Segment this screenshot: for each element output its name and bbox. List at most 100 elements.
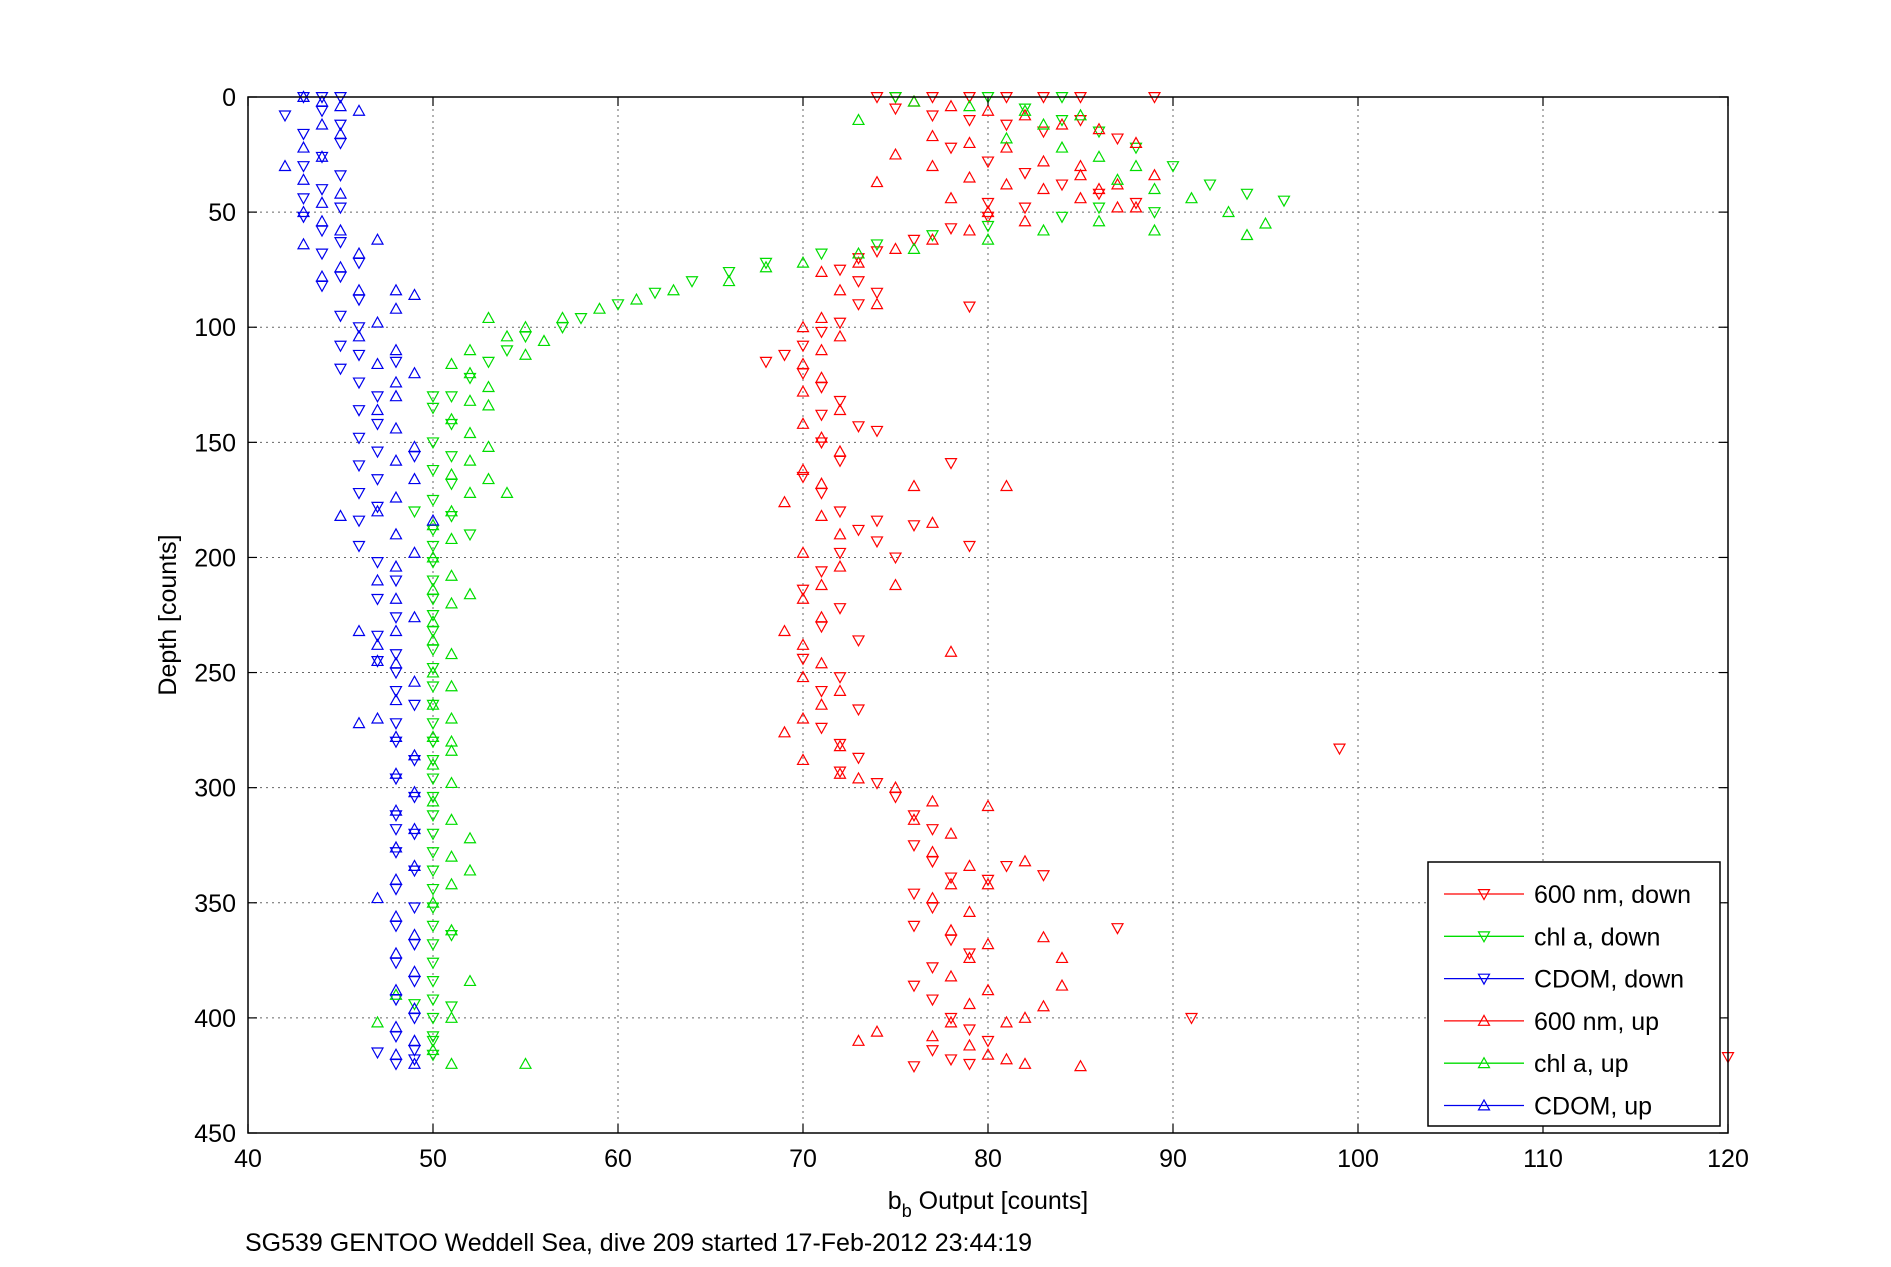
data-point (444, 1057, 459, 1069)
data-point (833, 547, 847, 560)
data-point (352, 104, 366, 116)
data-point (814, 343, 829, 356)
data-point (407, 366, 422, 379)
data-point (981, 799, 995, 812)
data-point (463, 529, 477, 542)
data-point (796, 753, 810, 766)
data-point (370, 391, 385, 404)
data-point (463, 454, 477, 466)
data-point (315, 214, 329, 227)
data-point (722, 274, 736, 287)
data-point (944, 1054, 958, 1067)
data-point (370, 630, 385, 643)
data-point (796, 638, 810, 650)
data-point (833, 283, 847, 296)
data-point (426, 610, 440, 622)
data-point (426, 939, 440, 951)
data-point (444, 1001, 459, 1014)
data-point (389, 730, 403, 743)
data-point (389, 356, 403, 369)
data-point (777, 495, 792, 508)
data-point (962, 540, 977, 553)
data-point (370, 501, 385, 514)
data-point (796, 463, 810, 475)
data-point (426, 1049, 440, 1062)
data-point (370, 711, 385, 724)
data-point (777, 624, 792, 637)
data-point (389, 946, 403, 959)
y-tick-label: 150 (194, 429, 236, 457)
data-point (1055, 179, 1069, 192)
data-point (814, 566, 829, 578)
data-point (333, 340, 348, 353)
data-point (426, 575, 440, 588)
data-point (463, 587, 477, 600)
data-point (426, 513, 440, 526)
data-point (999, 860, 1014, 873)
data-point (389, 803, 403, 816)
x-tick-label: 90 (1159, 1145, 1187, 1173)
data-point (389, 656, 403, 669)
data-point (796, 340, 810, 353)
data-point (370, 403, 385, 416)
data-point (925, 230, 940, 242)
data-point (833, 395, 847, 408)
data-point (1055, 951, 1069, 964)
data-point (925, 891, 940, 904)
data-point (777, 349, 792, 362)
data-point (888, 242, 903, 254)
data-point (426, 773, 440, 786)
data-point (370, 1047, 385, 1060)
data-point (315, 184, 329, 196)
data-point (833, 559, 847, 572)
data-point (426, 698, 440, 710)
data-point (1073, 115, 1088, 127)
data-point (888, 147, 903, 160)
data-point (389, 624, 403, 637)
data-point (500, 486, 514, 498)
data-point (389, 375, 403, 388)
data-point (796, 417, 810, 429)
data-point (851, 771, 866, 784)
data-point (944, 877, 958, 890)
data-point (796, 546, 810, 558)
data-point (962, 170, 977, 183)
data-point (426, 681, 440, 694)
data-point (981, 205, 995, 218)
data-point (814, 698, 829, 710)
data-point (537, 334, 551, 347)
data-point (1036, 126, 1051, 139)
data-point (722, 266, 736, 279)
data-point (444, 504, 459, 517)
data-point (407, 675, 422, 687)
data-point (407, 902, 422, 915)
data-point (426, 896, 440, 908)
data-point (407, 822, 422, 835)
data-point (574, 313, 588, 325)
data-point (333, 237, 348, 249)
legend-entry: chl a, down (1444, 923, 1660, 951)
data-point (296, 128, 311, 141)
data-point (444, 813, 459, 825)
data-point (1055, 115, 1069, 127)
data-point (333, 127, 348, 139)
data-point (296, 205, 311, 218)
data-point (333, 99, 348, 112)
series-5 (278, 90, 440, 1069)
data-point (426, 957, 440, 970)
data-point (444, 418, 459, 431)
data-point (370, 357, 385, 370)
data-point (426, 665, 440, 678)
data-point (888, 578, 903, 591)
data-point (1018, 854, 1032, 867)
data-point (981, 983, 995, 996)
data-point (1036, 182, 1051, 195)
data-point (1055, 211, 1069, 224)
data-point (833, 739, 847, 752)
data-point (999, 177, 1014, 190)
data-point (1110, 133, 1125, 146)
data-point (370, 638, 385, 650)
data-point (814, 656, 829, 669)
data-point (370, 891, 385, 904)
data-point (925, 824, 940, 836)
